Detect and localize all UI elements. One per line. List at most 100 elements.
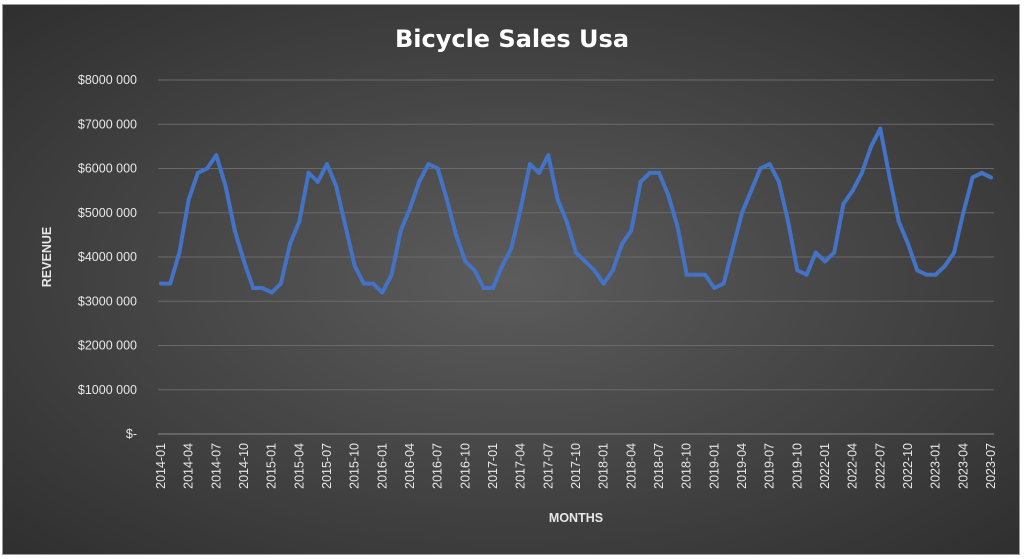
data-point	[712, 285, 717, 290]
x-tick-label: 2014-07	[209, 443, 223, 489]
x-tick-label: 2016-10	[458, 443, 472, 489]
y-tick-label: $8000 000	[78, 73, 137, 87]
data-point	[398, 228, 403, 233]
data-point	[564, 219, 569, 224]
data-point	[527, 162, 532, 167]
data-point	[177, 250, 182, 255]
data-point	[205, 166, 210, 171]
data-point	[620, 241, 625, 246]
x-tick-label: 2018-01	[597, 443, 611, 489]
data-point	[823, 259, 827, 264]
x-tick-label: 2019-01	[707, 443, 721, 489]
data-point	[850, 188, 855, 193]
x-tick-label: 2022-04	[846, 443, 860, 489]
data-point	[841, 201, 846, 206]
data-point	[186, 197, 191, 202]
data-point	[804, 272, 809, 277]
data-point	[657, 170, 661, 175]
data-point	[481, 285, 486, 290]
x-tick-label: 2015-04	[292, 443, 306, 489]
data-point	[832, 250, 837, 255]
data-point	[647, 170, 652, 175]
data-point	[684, 272, 689, 277]
data-point	[463, 259, 468, 264]
x-tick-label: 2015-07	[320, 443, 334, 489]
data-point	[389, 272, 394, 277]
data-point	[933, 272, 938, 277]
data-point	[352, 263, 357, 268]
data-point	[767, 162, 772, 167]
data-point	[168, 281, 173, 286]
x-tick-label: 2023-07	[984, 443, 998, 489]
data-point	[942, 263, 947, 268]
data-point	[795, 268, 800, 273]
data-point	[693, 272, 698, 277]
data-point	[721, 281, 726, 286]
data-point	[629, 228, 634, 233]
data-point	[444, 197, 449, 202]
x-tick-label: 2015-01	[265, 443, 279, 489]
x-tick-label: 2017-10	[569, 443, 583, 489]
data-point	[491, 285, 495, 290]
data-point	[730, 246, 735, 251]
series-group	[159, 126, 993, 295]
y-tick-label: $2000 000	[78, 339, 137, 353]
data-point	[592, 268, 597, 273]
x-tick-label: 2023-01	[929, 443, 943, 489]
x-axis-title: MONTHS	[549, 511, 603, 525]
data-point	[297, 219, 302, 224]
data-point	[915, 268, 920, 273]
x-tick-label: 2019-04	[735, 443, 749, 489]
data-point	[315, 179, 320, 184]
data-point	[435, 166, 440, 171]
data-point	[232, 228, 237, 233]
data-point	[749, 188, 754, 193]
data-point	[989, 175, 993, 180]
data-point	[269, 290, 274, 295]
x-tick-label: 2023-04	[956, 443, 970, 489]
x-tick-label: 2017-04	[514, 443, 528, 489]
x-tick-label: 2018-07	[652, 443, 666, 489]
data-point	[325, 162, 329, 167]
data-point	[869, 144, 874, 149]
series-line	[159, 126, 993, 295]
chart-title: Bicycle Sales Usa	[395, 25, 629, 53]
data-point	[896, 219, 901, 224]
data-point	[979, 170, 984, 175]
x-tick-label: 2016-07	[431, 443, 445, 489]
x-tick-label: 2019-07	[763, 443, 777, 489]
data-point	[278, 281, 283, 286]
data-point	[610, 268, 615, 273]
x-tick-label: 2015-10	[348, 443, 362, 489]
data-point	[472, 268, 477, 273]
data-point	[666, 193, 671, 198]
data-point	[583, 259, 588, 264]
y-axis-tick-labels: $- $1000 000 $2000 000 $3000 000 $4000 000 $5…	[78, 73, 137, 441]
data-point	[537, 170, 542, 175]
data-point	[924, 272, 929, 277]
data-point	[380, 290, 385, 295]
data-point	[555, 197, 560, 202]
x-tick-label: 2017-07	[541, 443, 555, 489]
data-point	[509, 246, 514, 251]
data-point	[638, 179, 643, 184]
data-point	[417, 179, 422, 184]
data-point	[878, 126, 883, 131]
data-point	[288, 241, 293, 246]
x-tick-label: 2014-01	[154, 443, 168, 489]
data-point	[776, 179, 781, 184]
data-point	[334, 184, 339, 189]
data-point	[500, 263, 505, 268]
data-point	[546, 153, 551, 158]
data-point	[906, 241, 910, 246]
x-tick-label: 2018-04	[624, 443, 638, 489]
data-point	[159, 281, 163, 286]
x-tick-label: 2022-07	[873, 443, 887, 489]
data-point	[361, 281, 366, 286]
data-point	[426, 162, 431, 167]
data-point	[887, 175, 892, 180]
data-point	[758, 166, 763, 171]
x-axis-tick-labels: 2014-01 2014-04 2014-07 2014-10 2015-01 2015-…	[154, 443, 998, 489]
x-tick-label: 2022-10	[901, 443, 915, 489]
x-tick-label: 2018-10	[680, 443, 694, 489]
